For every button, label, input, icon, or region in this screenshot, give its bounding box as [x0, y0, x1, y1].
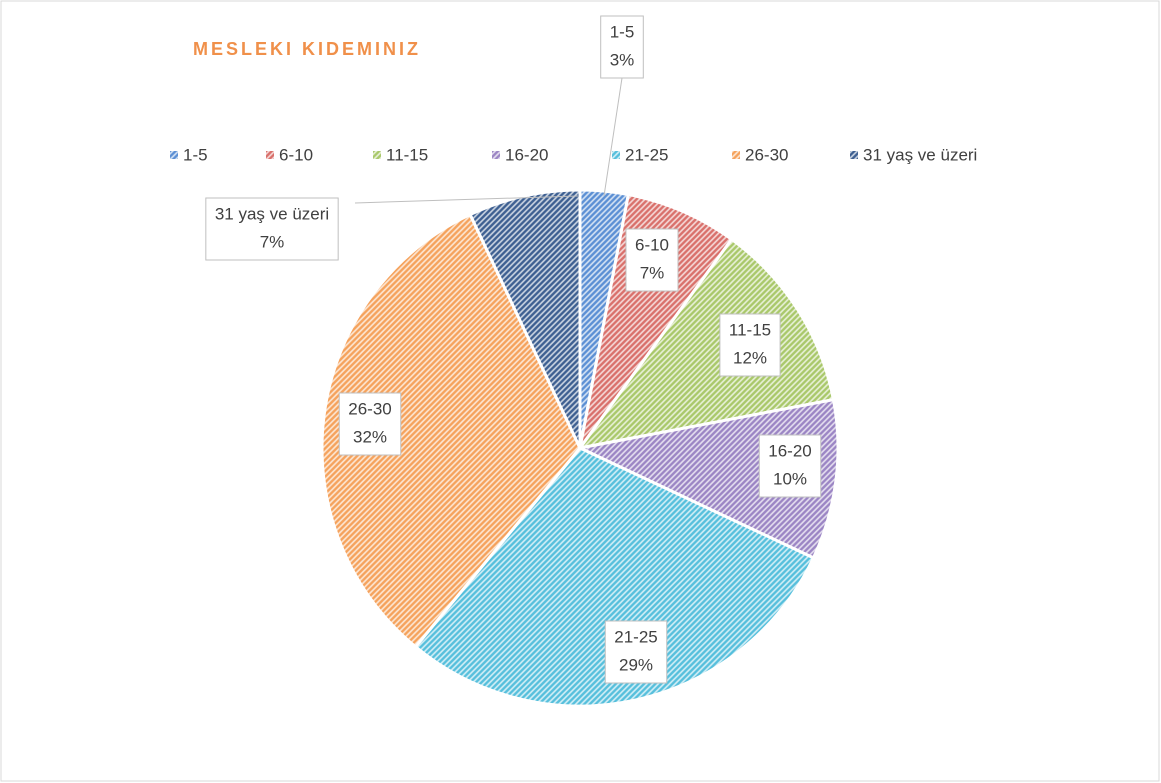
legend-swatch	[170, 151, 178, 159]
legend-swatch	[850, 151, 858, 159]
data-label-category: 21-25	[614, 627, 657, 646]
pie-slice	[320, 212, 582, 649]
leader-line	[603, 77, 623, 197]
legend-swatch	[732, 151, 740, 159]
pie-slice	[578, 192, 734, 449]
legend-label: 1-5	[183, 145, 208, 164]
data-label-category: 31 yaş ve üzeri	[215, 204, 329, 223]
chart-title: MESLEKI KIDEMINIZ	[193, 39, 421, 59]
data-label-category: 6-10	[635, 235, 669, 254]
data-label-value: 32%	[353, 427, 387, 446]
legend-label: 26-30	[745, 145, 788, 164]
data-label: 31 yaş ve üzeri 7%	[205, 197, 339, 261]
data-label-box	[604, 620, 668, 684]
data-label-category: 11-15	[729, 320, 771, 339]
pie-slice	[468, 188, 582, 449]
data-label-value: 7%	[260, 232, 285, 251]
data-label: 6-10 7%	[625, 228, 679, 292]
data-label: 1-53%	[600, 15, 644, 79]
data-label-value: 29%	[619, 655, 653, 674]
legend-swatch	[492, 151, 500, 159]
data-label-box	[338, 392, 402, 456]
legend-swatch	[612, 151, 620, 159]
pie-slice	[576, 237, 836, 451]
data-label-value: 3%	[610, 50, 635, 69]
legend-label: 21-25	[625, 145, 668, 164]
legend-label: 6-10	[279, 145, 313, 164]
data-label-value: 10%	[773, 469, 807, 488]
data-label: 21-25 29%	[604, 620, 668, 684]
data-label-category: 26-30	[348, 399, 391, 418]
legend-swatch	[373, 151, 381, 159]
leader-line	[354, 195, 579, 204]
data-label: 11-15 12%	[719, 313, 781, 377]
data-label-box	[205, 197, 339, 261]
data-label: 16-20 10%	[758, 434, 822, 498]
data-label-category: 1-5	[610, 22, 635, 41]
data-label-box	[625, 228, 679, 292]
data-label-box	[758, 434, 822, 498]
legend-swatch	[266, 151, 274, 159]
data-label-box	[719, 313, 781, 377]
data-label-category: 16-20	[768, 441, 811, 460]
legend-label: 11-15	[386, 145, 428, 164]
data-label-value: 7%	[640, 263, 665, 282]
data-label-value: 12%	[733, 348, 767, 367]
legend-label: 31 yaş ve üzeri	[863, 145, 977, 164]
legend-label: 16-20	[505, 145, 548, 164]
pie-slice	[413, 446, 816, 708]
data-label: 26-30 32%	[338, 392, 402, 456]
